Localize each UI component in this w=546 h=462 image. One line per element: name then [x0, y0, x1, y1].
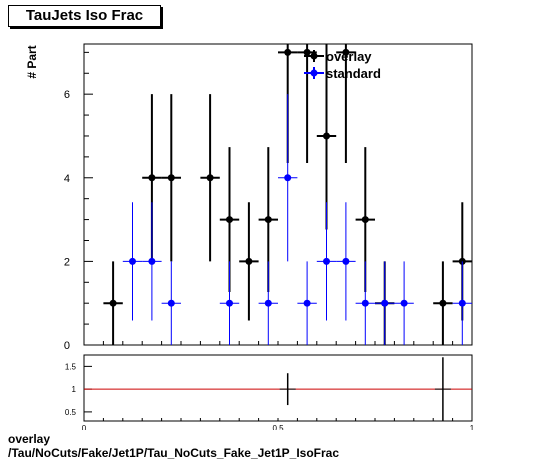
overlay-point: [323, 132, 330, 140]
ratio-axes: 0.5 1 1.5 0 0.5 1: [65, 362, 475, 430]
legend: overlay standard: [304, 49, 381, 81]
overlay-point: [206, 174, 214, 182]
overlay-point: [342, 48, 350, 56]
overlay-point: [361, 216, 369, 224]
ratio-plot-data: [84, 357, 472, 421]
ratio-frame-border: [83, 354, 473, 422]
standard-point: [167, 299, 175, 307]
main-frame-border: [83, 43, 473, 346]
plot-canvas: 0 2 4 6 overlay standard 0.5 1 1.5 0 0.5 1 # Part: [25, 43, 475, 430]
footer-label: overlay: [8, 432, 51, 446]
legend-label-overlay: overlay: [326, 49, 372, 64]
y-tick-label: 2: [64, 256, 70, 268]
y-tick-label: 6: [64, 89, 70, 101]
overlay-point: [439, 299, 447, 307]
ratio-x-tick-label: 0.5: [272, 424, 284, 430]
standard-point: [458, 299, 466, 307]
ratio-y-tick-label: 1: [72, 385, 77, 394]
standard-point: [284, 174, 292, 182]
ratio-x-tick-label: 1: [470, 424, 475, 430]
main-plot-data: [103, 44, 472, 345]
standard-point: [264, 299, 272, 307]
standard-point: [342, 257, 350, 265]
standard-point: [226, 299, 233, 307]
legend-label-standard: standard: [326, 66, 381, 81]
overlay-point: [226, 216, 233, 224]
overlay-point: [303, 48, 311, 56]
main-plot-frame: [83, 43, 473, 346]
ratio-y-tick-label: 1.5: [65, 362, 77, 371]
standard-point: [303, 299, 311, 307]
standard-point: [323, 257, 330, 265]
legend-marker: [310, 69, 318, 77]
standard-point: [400, 299, 408, 307]
overlay-point: [167, 174, 175, 182]
y-tick-label: 4: [64, 173, 70, 185]
ratio-x-tick-label: 0: [82, 424, 87, 430]
overlay-point: [109, 299, 117, 307]
footer-histogram-path: /Tau/NoCuts/Fake/Jet1P/Tau_NoCuts_Fake_J…: [8, 446, 340, 460]
standard-point: [361, 299, 369, 307]
overlay-point: [284, 48, 292, 56]
footer-path: overlay /Tau/NoCuts/Fake/Jet1P/Tau_NoCut…: [8, 432, 339, 460]
y-axis-label: # Part: [25, 45, 39, 78]
standard-point: [148, 257, 156, 265]
overlay-point: [264, 216, 272, 224]
overlay-point: [245, 257, 253, 265]
standard-point: [381, 299, 389, 307]
legend-marker: [310, 52, 318, 60]
ratio-y-tick-label: 0.5: [65, 408, 77, 417]
main-y-axis: 0 2 4 6: [64, 51, 473, 352]
chart-title: TauJets Iso Frac: [8, 5, 161, 27]
overlay-point: [148, 174, 156, 182]
standard-point: [129, 257, 136, 265]
ratio-plot-frame: [83, 354, 473, 422]
y-tick-label: 0: [64, 340, 70, 352]
